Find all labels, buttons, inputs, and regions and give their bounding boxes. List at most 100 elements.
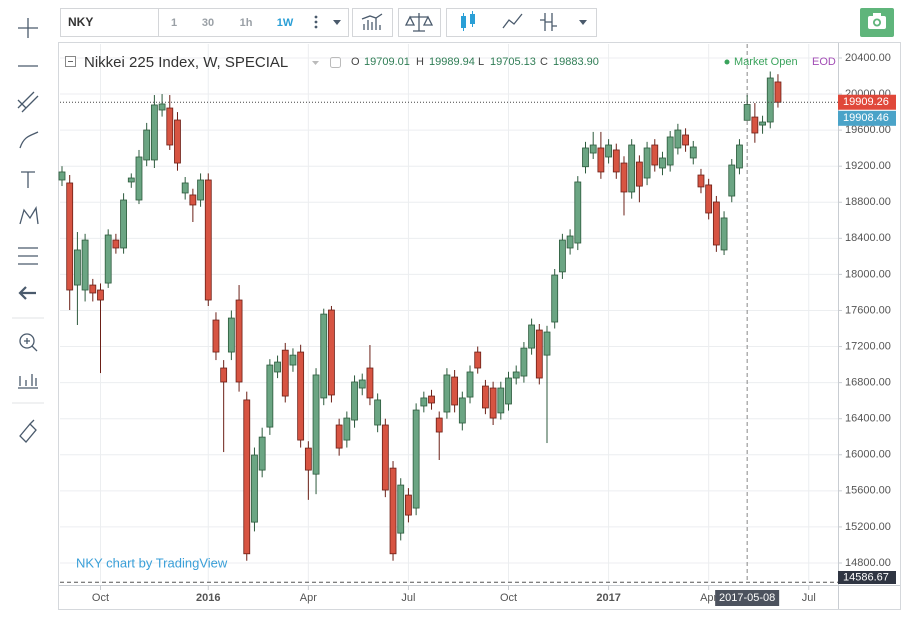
chart-title: Nikkei 225 Index, W, SPECIAL [84,54,288,71]
candle-body [66,182,74,291]
candle-body [697,174,705,188]
candle-body [97,289,104,301]
candle-body [58,171,66,181]
candle-body [297,351,305,441]
dropdown[interactable] [579,20,587,25]
measure-tool[interactable] [18,374,38,389]
candle-body [451,376,459,406]
candle-body [582,147,589,168]
candle-body [389,467,397,555]
candle-body [158,103,166,111]
fib-tool[interactable] [17,91,39,113]
candle-body [366,367,374,399]
candle-body [412,409,420,509]
market-status-dot [724,59,730,65]
x-tick-label: Jul [802,592,816,604]
candle-body [112,239,120,249]
low-marker-label: 14586.67 [843,571,889,583]
candle-body [312,374,320,475]
y-tick-label: 18400.00 [845,232,891,244]
y-tick-label: 17200.00 [845,340,891,352]
candle-body [89,284,97,294]
candle-body [528,324,536,349]
interval-button[interactable]: 30 [202,17,214,29]
settings-icon[interactable] [330,57,341,68]
candle-body [666,136,674,166]
bar-style-button[interactable] [540,13,557,31]
candle-style-button[interactable] [461,11,475,31]
title-dropdown[interactable] [312,61,319,65]
candle-body [682,134,689,146]
candle-body [651,144,659,166]
candle-body [266,364,274,428]
x-tick-label: Apr [300,592,317,604]
candle-body [258,436,266,471]
candle-body [420,397,428,407]
low-marker-box [838,571,896,584]
candle-body [535,329,543,379]
candle-body [120,199,127,249]
y-tick-label: 20400.00 [845,52,891,64]
candle-body [143,129,151,161]
drawing-toolbar [12,18,44,443]
y-tick-label: 16800.00 [845,377,891,389]
prediction-tool[interactable] [18,247,38,265]
candle-body [482,385,489,409]
symbol-input[interactable] [60,8,159,37]
crosshair-date: 2017-05-08 [719,592,775,604]
back-tool[interactable] [18,286,36,300]
data-mode: EOD [812,56,836,68]
pattern-tool[interactable] [19,206,39,225]
legend-label: H [416,56,424,68]
symbol: NKY [68,15,93,29]
candle-body [597,147,605,173]
candle-body [166,107,174,146]
candle-body [443,374,451,413]
legend-value: 19989.94 [429,56,475,68]
line-style-button[interactable] [502,13,523,29]
candle-body [397,484,405,534]
candle-body [374,399,382,426]
plot: 14800.00 15200.00 15600.00 16000.00 16400.00… [58,44,896,606]
candle-body [643,147,651,179]
chart-style-group [446,8,597,37]
candle-body [512,371,520,379]
candle-body [289,354,297,366]
x-tick-label: Apr [700,592,717,604]
more-button[interactable] [314,15,318,29]
y-tick-label: 19600.00 [845,124,891,136]
y-tick-label: 18000.00 [845,268,891,280]
crosshair-tool[interactable] [18,18,38,38]
candle-body [759,121,766,126]
candle-body [589,144,597,154]
interval-button-active[interactable]: 1W [277,17,294,29]
magnet-tool[interactable] [19,419,37,443]
candle-body [104,234,112,284]
market-status: Market Open [734,56,798,68]
candle-body [428,395,435,404]
brush-tool[interactable] [19,131,39,149]
candle-body [320,313,328,399]
candle-body [574,181,582,244]
candle-body [335,424,343,449]
candle-body [728,164,736,197]
candle-body [497,387,505,414]
dropdown[interactable] [333,20,341,25]
legend-value: 19705.13 [490,56,536,68]
candle-body [551,274,559,323]
candle-body [381,424,389,491]
candle-body [774,81,782,103]
watermark: NKY chart by TradingView [76,555,228,570]
legend-value: 19709.01 [364,56,410,68]
zoom-tool[interactable] [19,333,38,352]
candle-body [474,351,482,369]
x-tick-label: 2017 [596,592,620,604]
candle-body [274,361,281,373]
interval-button[interactable]: 1 [171,17,177,29]
y-tick-label: 18800.00 [845,196,891,208]
interval-button[interactable]: 1h [240,17,253,29]
candle-body [227,317,235,353]
candle-body [235,299,243,383]
text-tool[interactable] [21,171,35,188]
